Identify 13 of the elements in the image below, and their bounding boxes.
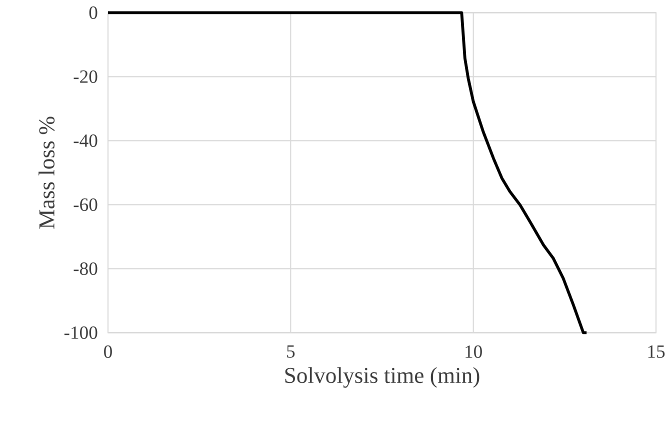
y-tick-label: -80: [74, 262, 98, 275]
y-tick-label: 0: [89, 6, 98, 19]
x-tick-label: 15: [648, 345, 665, 358]
y-axis-title: Mass loss %: [38, 116, 55, 229]
x-tick-label: 10: [466, 345, 482, 358]
x-tick-label: 5: [287, 345, 295, 358]
line-series: [106, 11, 588, 334]
y-tick-label: -60: [74, 198, 98, 211]
y-tick-label: -20: [74, 70, 98, 83]
y-tick-label: -40: [74, 134, 98, 147]
x-axis-title: Solvolysis time (min): [285, 367, 480, 388]
y-tick-label: -100: [64, 326, 98, 339]
x-tick-label: 0: [104, 345, 112, 358]
